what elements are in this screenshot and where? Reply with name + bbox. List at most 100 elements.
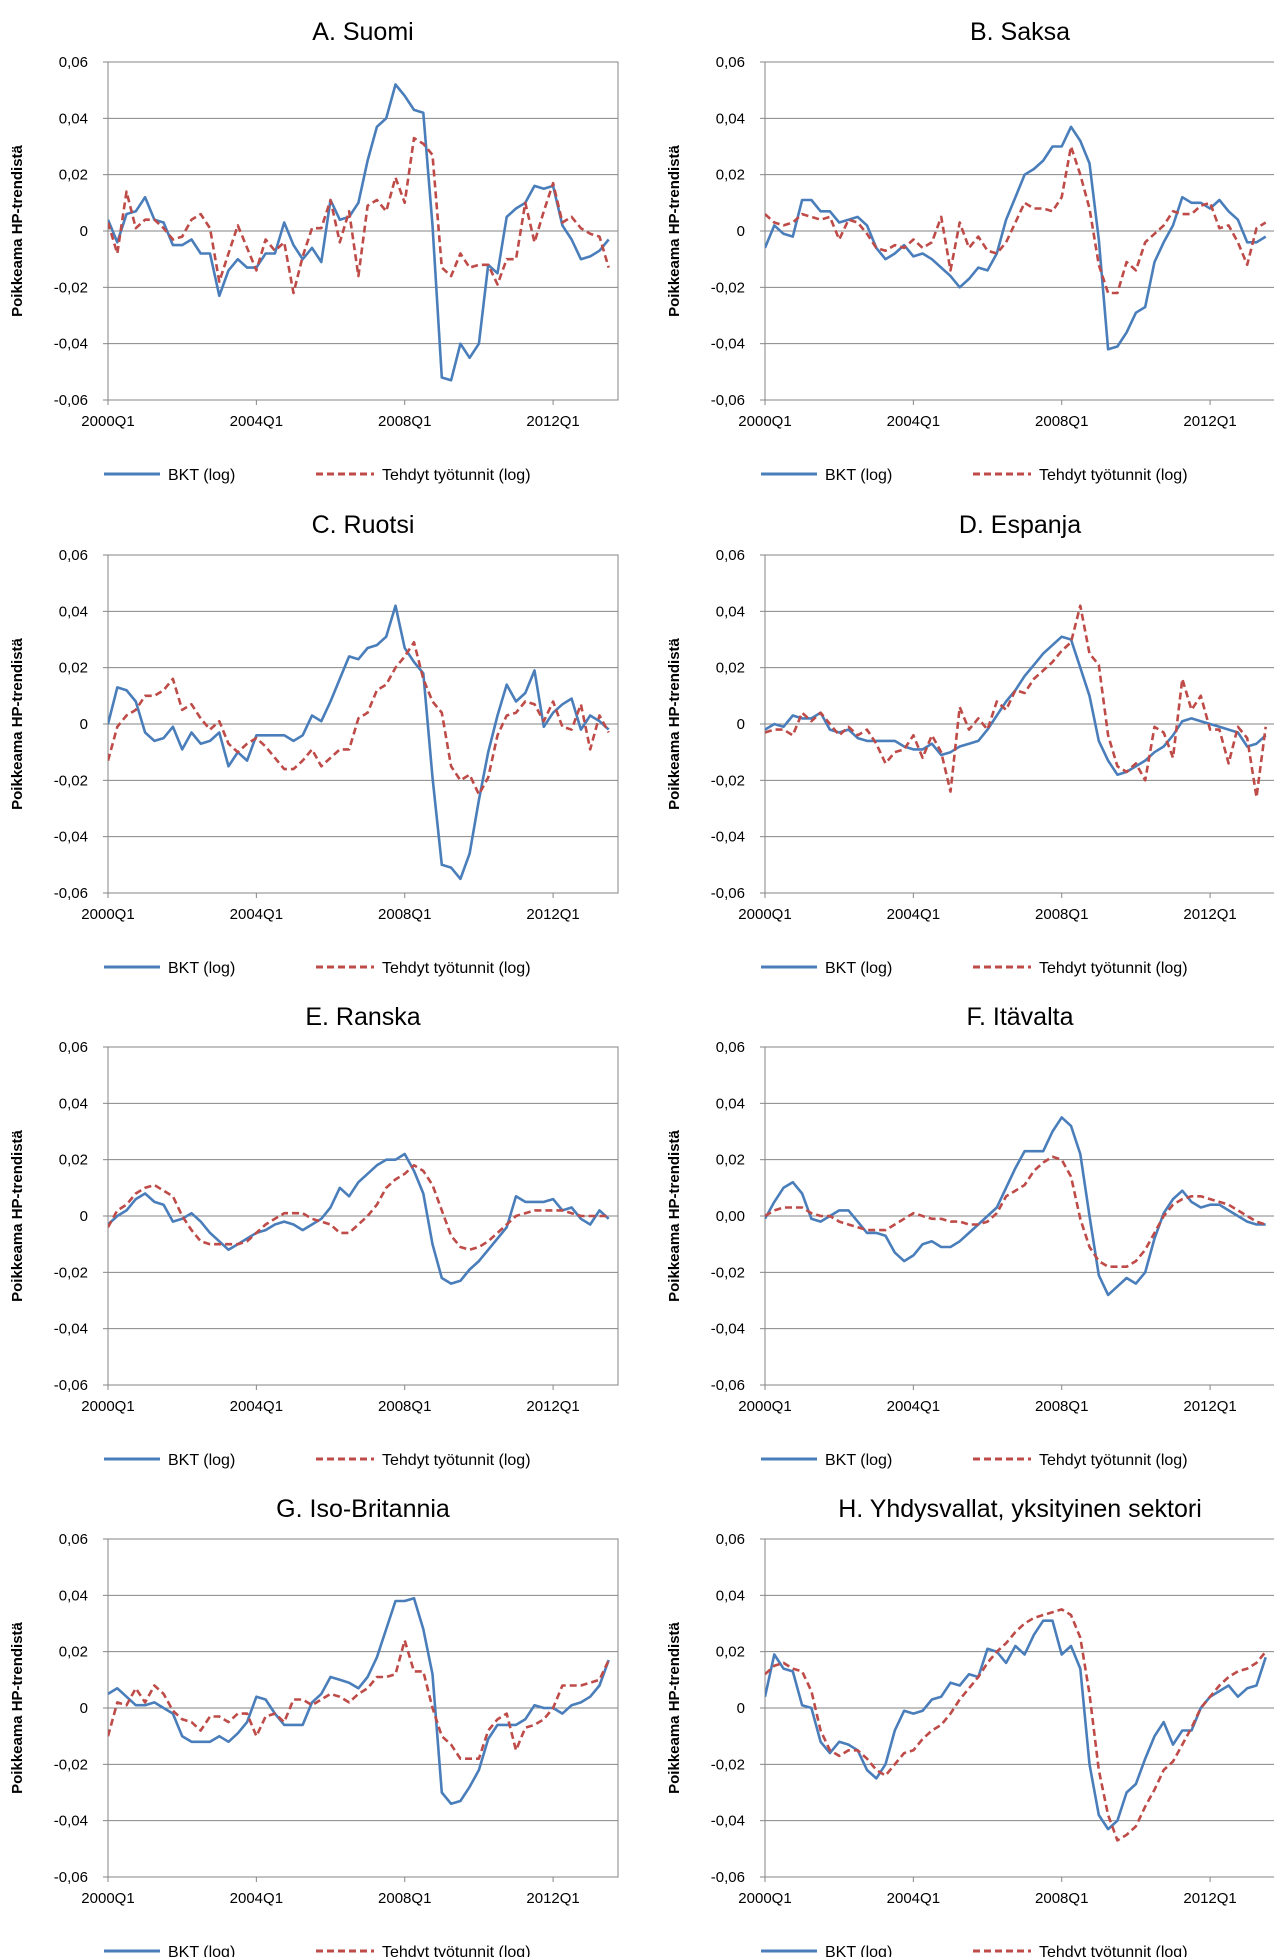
- legend-label-gdp: BKT (log): [825, 1944, 892, 1957]
- x-tick-label: 2012Q1: [1183, 906, 1236, 923]
- y-tick-label: -0,06: [711, 392, 745, 409]
- x-tick-label: 2000Q1: [738, 413, 791, 430]
- x-tick-label: 2012Q1: [526, 1890, 579, 1907]
- y-axis-label: Poikkeama HP-trendistä: [9, 144, 26, 316]
- y-tick-label: 0: [737, 1700, 745, 1717]
- legend-label-gdp: BKT (log): [168, 467, 235, 484]
- series-line-hours: [765, 145, 1267, 295]
- y-tick-label: -0,02: [54, 279, 88, 296]
- x-tick-label: 2008Q1: [378, 1398, 431, 1415]
- chart-title: C. Ruotsi: [312, 511, 415, 539]
- y-tick-label: 0: [80, 223, 88, 240]
- y-tick-label: 0,04: [59, 1587, 88, 1604]
- y-axis-label: Poikkeama HP-trendistä: [666, 1129, 683, 1301]
- chart-title: D. Espanja: [959, 511, 1081, 539]
- series-line-gdp: [108, 83, 610, 382]
- y-tick-label: 0,02: [59, 1152, 88, 1169]
- y-tick-label: -0,04: [711, 829, 745, 846]
- legend-label-hours: Tehdyt työtunnit (log): [1039, 1944, 1188, 1957]
- legend-label-hours: Tehdyt työtunnit (log): [1039, 1452, 1188, 1469]
- y-tick-label: 0,04: [716, 603, 745, 620]
- y-tick-label: -0,06: [711, 1869, 745, 1886]
- y-axis-label: Poikkeama HP-trendistä: [666, 144, 683, 316]
- x-tick-label: 2004Q1: [230, 1398, 283, 1415]
- chart-panel: D. Espanja 0,06 0,04 0,02 0 -0,02 -0,04 -0,06 20…: [666, 511, 1274, 977]
- series-line-gdp: [108, 604, 610, 881]
- x-tick-label: 2012Q1: [1183, 1398, 1236, 1415]
- y-tick-label: 0,06: [716, 54, 745, 71]
- y-tick-label: 0,06: [716, 547, 745, 564]
- y-axis-label: Poikkeama HP-trendistä: [9, 1621, 26, 1793]
- chart-panel: A. Suomi 0,06 0,04 0,02 0 -0,02 -0,04 -0,06 2000…: [9, 18, 619, 484]
- series-line-hours: [108, 136, 610, 295]
- series-line-hours: [108, 1164, 609, 1252]
- x-tick-label: 2004Q1: [887, 413, 940, 430]
- y-axis-label: Poikkeama HP-trendistä: [9, 637, 26, 809]
- y-tick-label: -0,02: [711, 1756, 745, 1773]
- chart-panel: F. Itävalta 0,06 0,04 0,02 0,00 -0,02 -0,04 -0,…: [666, 1003, 1274, 1469]
- x-tick-label: 2000Q1: [81, 1398, 134, 1415]
- y-tick-label: 0,02: [716, 1644, 745, 1661]
- y-tick-label: -0,06: [711, 885, 745, 902]
- x-tick-label: 2012Q1: [1183, 413, 1236, 430]
- plot-area: [764, 1538, 1274, 1878]
- series-line-gdp: [765, 125, 1267, 351]
- y-tick-label: 0,04: [716, 1095, 745, 1112]
- x-tick-label: 2012Q1: [526, 1398, 579, 1415]
- y-tick-label: -0,02: [54, 1264, 88, 1281]
- y-tick-label: 0,02: [59, 167, 88, 184]
- y-tick-label: -0,04: [711, 1321, 745, 1338]
- x-tick-label: 2008Q1: [378, 413, 431, 430]
- x-tick-label: 2000Q1: [81, 413, 134, 430]
- y-tick-label: 0,00: [716, 1208, 745, 1225]
- y-tick-label: 0,02: [716, 660, 745, 677]
- x-tick-label: 2000Q1: [81, 1890, 134, 1907]
- y-axis-label: Poikkeama HP-trendistä: [666, 1621, 683, 1793]
- y-axis-label: Poikkeama HP-trendistä: [666, 637, 683, 809]
- series-line-hours: [765, 604, 1267, 799]
- series-line-hours: [108, 640, 610, 796]
- y-tick-label: -0,02: [711, 1264, 745, 1281]
- legend-label-hours: Tehdyt työtunnit (log): [382, 960, 531, 977]
- chart-title: F. Itävalta: [967, 1003, 1074, 1031]
- y-tick-label: 0: [737, 716, 745, 733]
- x-tick-label: 2012Q1: [526, 413, 579, 430]
- y-tick-label: -0,02: [54, 772, 88, 789]
- series-line-hours: [765, 1155, 1267, 1268]
- x-tick-label: 2012Q1: [526, 906, 579, 923]
- legend-label-gdp: BKT (log): [168, 960, 235, 977]
- chart-title: A. Suomi: [312, 18, 413, 46]
- plot-area: [107, 61, 619, 401]
- x-tick-label: 2004Q1: [230, 413, 283, 430]
- plot-area: [764, 61, 1274, 401]
- x-tick-label: 2000Q1: [81, 906, 134, 923]
- y-tick-label: 0,04: [59, 110, 88, 127]
- y-tick-label: -0,06: [711, 1377, 745, 1394]
- y-tick-label: -0,04: [54, 1813, 88, 1830]
- legend-label-hours: Tehdyt työtunnit (log): [382, 467, 531, 484]
- y-tick-label: 0,06: [716, 1531, 745, 1548]
- y-tick-label: -0,04: [54, 829, 88, 846]
- y-tick-label: -0,06: [54, 1377, 88, 1394]
- y-tick-label: 0: [80, 1208, 88, 1225]
- y-tick-label: -0,04: [54, 1321, 88, 1338]
- y-tick-label: -0,02: [711, 279, 745, 296]
- x-tick-label: 2000Q1: [738, 1890, 791, 1907]
- x-tick-label: 2000Q1: [738, 1398, 791, 1415]
- x-tick-label: 2008Q1: [1035, 413, 1088, 430]
- y-axis-label: Poikkeama HP-trendistä: [9, 1129, 26, 1301]
- y-tick-label: -0,06: [54, 885, 88, 902]
- y-tick-label: -0,04: [711, 336, 745, 353]
- x-tick-label: 2008Q1: [1035, 906, 1088, 923]
- legend-label-hours: Tehdyt työtunnit (log): [382, 1452, 531, 1469]
- series-line-gdp: [765, 1116, 1266, 1297]
- legend-label-gdp: BKT (log): [168, 1452, 235, 1469]
- x-tick-label: 2004Q1: [887, 1890, 940, 1907]
- legend-label-hours: Tehdyt työtunnit (log): [382, 1944, 531, 1957]
- x-tick-label: 2008Q1: [1035, 1398, 1088, 1415]
- x-tick-label: 2012Q1: [1183, 1890, 1236, 1907]
- y-tick-label: 0,02: [59, 1644, 88, 1661]
- y-tick-label: 0,06: [59, 1531, 88, 1548]
- y-tick-label: 0,06: [59, 547, 88, 564]
